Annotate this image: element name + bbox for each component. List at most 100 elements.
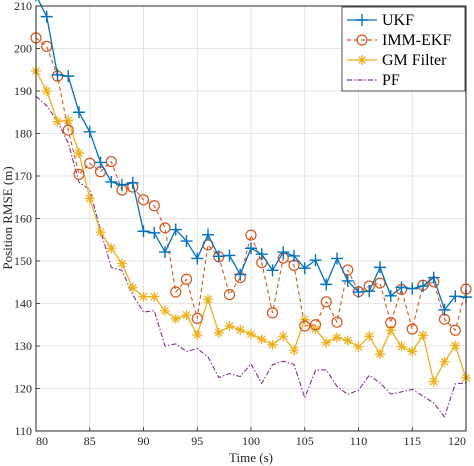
x-tick-label: 115 [403,434,421,448]
data-point [180,235,193,248]
data-point [137,225,150,238]
x-tick-label: 95 [191,434,203,448]
data-point [245,242,257,255]
legend-label: IMM-EKF [382,32,451,49]
data-point [223,249,236,262]
series-pf [35,95,467,418]
x-tick-label: 80 [36,434,48,448]
y-axis-label: Position RMSE (m) [0,166,15,269]
x-tick-label: 105 [296,434,314,448]
data-point [51,68,64,81]
data-point [180,273,193,285]
y-tick-label: 170 [14,169,32,183]
data-point [266,264,279,277]
legend-label: PF [382,72,400,89]
data-point [309,319,322,331]
data-point [95,227,106,238]
data-point [212,250,225,263]
y-tick-label: 160 [14,212,32,226]
data-point [331,316,343,328]
data-point [266,307,279,319]
y-tick-label: 150 [14,254,32,268]
y-tick-label: 180 [14,127,32,141]
data-point [84,157,96,169]
data-point [181,309,192,320]
legend-entry: PF [347,72,400,89]
data-point [310,324,321,334]
x-tick-label: 110 [350,434,368,448]
data-point [289,345,299,356]
x-tick-label: 90 [138,434,150,448]
data-point [320,278,333,291]
data-point [321,337,332,348]
series-layer [30,0,472,418]
data-point [418,330,428,341]
data-point [73,106,85,119]
data-point [450,340,461,351]
data-point [63,115,74,126]
y-tick-label: 190 [14,84,32,98]
data-point [406,323,418,335]
tick-labels: 80 85 90 95 100 105 110 115 120 110 120 130 140 150 16… [14,0,467,448]
data-point [73,168,85,180]
data-point [256,334,267,345]
data-point [375,349,385,360]
data-point [299,320,311,332]
legend-marker [356,14,368,26]
data-point [396,341,407,352]
data-point [126,176,139,189]
data-point [385,317,397,329]
data-point [267,339,278,350]
data-point [223,288,236,301]
data-point [62,124,74,136]
data-point [234,268,247,281]
legend-label: UKF [382,12,414,29]
data-point [342,335,353,346]
data-point [94,156,107,169]
legend-marker [356,34,368,46]
data-point [352,286,365,299]
x-tick-label: 85 [84,434,96,448]
data-point [385,325,396,336]
data-point [116,178,128,191]
data-point [202,228,214,241]
data-point [395,281,408,294]
data-point [363,285,376,298]
data-point [203,294,213,305]
data-point [192,329,203,340]
y-tick-label: 140 [14,297,32,311]
data-point [277,246,290,259]
data-point [255,248,268,261]
data-point [235,324,246,335]
data-point [169,223,182,236]
data-point [374,261,386,274]
data-point [439,356,450,367]
x-axis-label: Time (s) [229,450,273,465]
data-point [246,329,256,340]
data-point [105,175,118,188]
x-tick-label: 120 [448,434,466,448]
data-point [74,148,84,159]
data-point [438,303,451,316]
data-point [332,332,342,343]
data-point [213,327,224,338]
x-tick-label: 100 [242,434,260,448]
data-point [83,125,96,138]
data-point [159,222,171,234]
data-point [105,155,117,168]
data-point [170,313,181,324]
series-line [35,95,467,418]
y-tick-label: 110 [14,424,32,438]
data-point [299,314,310,325]
y-tick-label: 210 [14,0,32,13]
data-point [224,321,235,332]
data-point [278,331,289,342]
y-tick-label: 120 [14,382,32,396]
data-point [449,324,461,336]
data-point [41,86,52,96]
data-point [117,258,127,269]
data-point [374,277,386,289]
data-point [62,70,75,83]
data-point [84,193,95,204]
